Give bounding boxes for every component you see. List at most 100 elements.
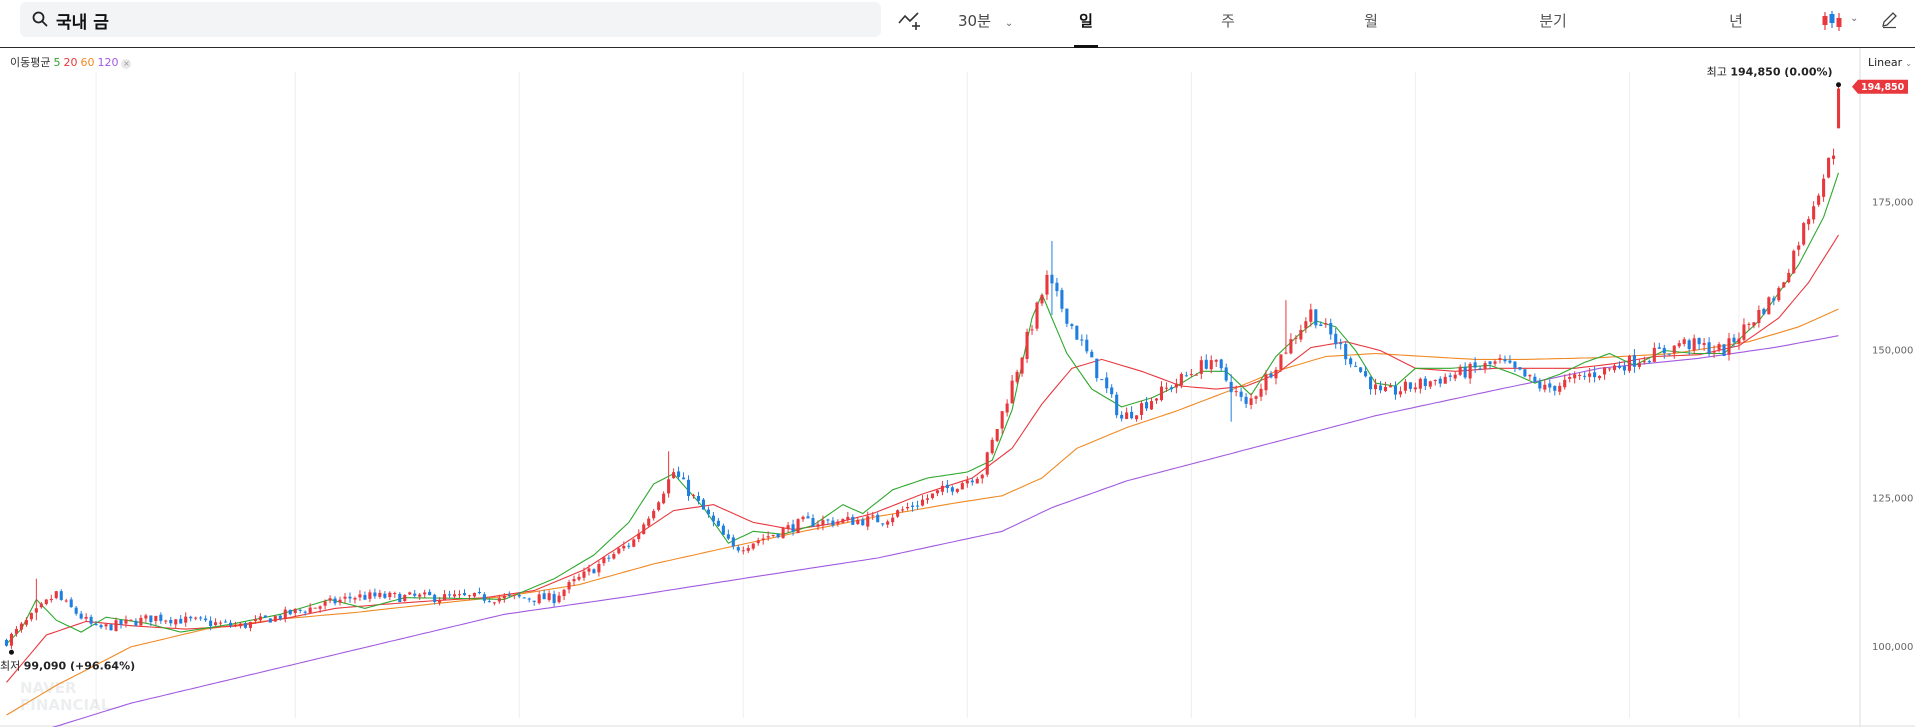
candle-body bbox=[1304, 321, 1308, 329]
high-label-title: 최고 bbox=[1707, 66, 1731, 79]
candle-body bbox=[1403, 381, 1407, 391]
close-icon[interactable]: × bbox=[121, 59, 132, 69]
candlestick-icon[interactable] bbox=[1820, 10, 1844, 32]
candle-body bbox=[263, 615, 267, 618]
candle-body bbox=[871, 515, 875, 517]
candle-body bbox=[1802, 223, 1806, 245]
candle-body bbox=[791, 524, 795, 532]
candle-body bbox=[59, 591, 63, 600]
candle-body bbox=[1234, 391, 1238, 393]
tab-day[interactable]: 일 bbox=[1079, 12, 1093, 30]
candle-body bbox=[1523, 369, 1527, 377]
candle-body bbox=[24, 620, 28, 625]
candle-body bbox=[1164, 387, 1168, 389]
ma-line-5 bbox=[6, 172, 1840, 645]
candle-body bbox=[1732, 337, 1736, 343]
candle-body bbox=[1583, 375, 1587, 377]
watermark-line-2: FINANCIAL bbox=[20, 696, 111, 714]
candle-body bbox=[253, 619, 257, 621]
price-chart[interactable]: NAVER FINANCIAL 100,000 125,000 150,000 175… bbox=[0, 48, 1915, 727]
candle-body bbox=[139, 617, 143, 626]
pencil-icon[interactable] bbox=[1880, 11, 1898, 29]
candle-body bbox=[1772, 298, 1776, 301]
candle-body bbox=[1050, 274, 1054, 284]
tab-week[interactable]: 주 bbox=[1221, 12, 1235, 30]
candle-body bbox=[1707, 342, 1711, 354]
candle-body bbox=[1070, 324, 1074, 326]
candle-body bbox=[174, 619, 178, 625]
indicator-add-icon[interactable] bbox=[898, 8, 922, 32]
candle-body bbox=[816, 524, 820, 527]
candle-body bbox=[1538, 381, 1542, 389]
candle-body bbox=[940, 485, 944, 492]
tab-year[interactable]: 년 bbox=[1729, 12, 1743, 30]
candle-body bbox=[39, 603, 43, 608]
candle-body bbox=[796, 519, 800, 533]
candle-body bbox=[388, 592, 392, 598]
candle-body bbox=[288, 609, 292, 615]
ma-legend-20: 20 bbox=[63, 56, 78, 69]
candle-body bbox=[577, 576, 581, 580]
candle-body bbox=[482, 594, 486, 601]
candle-body bbox=[363, 595, 367, 600]
candle-body bbox=[398, 593, 402, 603]
candle-body bbox=[1130, 411, 1134, 419]
candle-body bbox=[592, 569, 596, 574]
moving-average-legend[interactable]: 이동평균 5 20 60 120 × bbox=[10, 54, 134, 70]
candle-body bbox=[1309, 309, 1313, 322]
candle-body bbox=[194, 617, 198, 619]
candle-body bbox=[1687, 340, 1691, 350]
chart-type-chevron-icon[interactable]: ⌄ bbox=[1850, 13, 1859, 24]
candle-body bbox=[1294, 337, 1298, 339]
candle-body bbox=[74, 607, 78, 614]
ma-legend-label: 이동평균 bbox=[10, 56, 51, 69]
candle-body bbox=[268, 618, 272, 623]
candle-body bbox=[492, 602, 496, 604]
tab-month[interactable]: 월 bbox=[1364, 12, 1378, 30]
candle-body bbox=[1553, 385, 1557, 391]
chart-canvas[interactable]: NAVER FINANCIAL 100,000 125,000 150,000 175… bbox=[0, 48, 1915, 727]
candle-body bbox=[1199, 360, 1203, 374]
candle-body bbox=[572, 579, 576, 582]
candle-body bbox=[542, 593, 546, 600]
candle-body bbox=[1010, 380, 1014, 404]
interval-select[interactable]: 30분 ⌄ bbox=[958, 10, 1013, 31]
candle-body bbox=[751, 543, 755, 549]
candle-body bbox=[642, 524, 646, 535]
ma-legend-120: 120 bbox=[97, 56, 119, 69]
candle-body bbox=[114, 620, 118, 631]
candle-body bbox=[34, 608, 38, 613]
candle-body bbox=[1274, 369, 1278, 379]
candle-body bbox=[353, 597, 357, 600]
candle-body bbox=[14, 628, 18, 634]
candle-body bbox=[1533, 376, 1537, 382]
candle-body bbox=[1428, 381, 1432, 387]
candle-body bbox=[1558, 385, 1562, 392]
candle-body bbox=[1204, 359, 1208, 369]
candle-body bbox=[1030, 329, 1034, 331]
candle-body bbox=[94, 623, 98, 625]
candle-body bbox=[582, 571, 586, 578]
candle-body bbox=[1219, 359, 1223, 369]
candle-body bbox=[328, 598, 332, 601]
candle-body bbox=[891, 517, 895, 523]
candle-body bbox=[1279, 354, 1283, 370]
candle-body bbox=[308, 607, 312, 613]
y-tick-label: 125,000 bbox=[1872, 494, 1913, 505]
candle-body bbox=[1354, 365, 1358, 367]
tab-quarter[interactable]: 분기 bbox=[1539, 12, 1567, 30]
high-marker-dot bbox=[1836, 82, 1842, 88]
candle-body bbox=[1393, 385, 1397, 395]
candle-body bbox=[497, 598, 501, 602]
candle-body bbox=[1065, 308, 1069, 324]
candle-body bbox=[1612, 365, 1617, 371]
candle-body bbox=[1249, 398, 1253, 405]
candle-body bbox=[472, 592, 477, 597]
search-box[interactable]: 국내 금 bbox=[20, 2, 881, 37]
scale-select[interactable]: Linear ⌄ bbox=[1868, 56, 1912, 69]
candle-body bbox=[1174, 383, 1178, 388]
candle-body bbox=[1817, 195, 1821, 205]
candle-body bbox=[1812, 206, 1816, 220]
candle-body bbox=[821, 520, 825, 526]
candle-body bbox=[1787, 272, 1791, 283]
